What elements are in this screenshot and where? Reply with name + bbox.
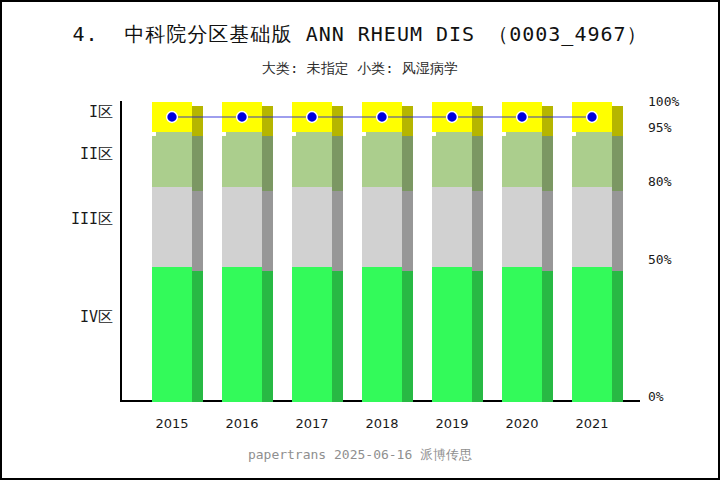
- chart-window: 4. 中科院分区基础版 ANN RHEUM DIS （0003_4967） 大类…: [2, 2, 718, 478]
- segment-corner-notch: [362, 132, 366, 136]
- x-tick-label: 2020: [492, 415, 552, 433]
- bar-segment-shadow-zone-2: [402, 136, 413, 191]
- segment-corner-notch: [222, 132, 226, 136]
- segment-corner-notch: [152, 132, 156, 136]
- x-tick-label: 2018: [352, 415, 412, 433]
- bar-segment-shadow-zone-1: [262, 106, 273, 136]
- bar-segment-shadow-zone-4: [542, 271, 553, 402]
- bar-segment-shadow-zone-3: [542, 191, 553, 271]
- bar-segment-shadow-zone-1: [192, 106, 203, 136]
- bar-segment-shadow-zone-2: [192, 136, 203, 191]
- x-tick-label: 2019: [422, 415, 482, 433]
- chart-subtitle: 大类: 未指定 小类: 风湿病学: [2, 59, 718, 77]
- bar-segment-zone-4: [502, 267, 542, 402]
- y-tick-label: 50%: [648, 252, 708, 268]
- bar-segment-shadow-zone-3: [262, 191, 273, 271]
- bar-segment-zone-3: [362, 187, 402, 267]
- bar-segment-shadow-zone-1: [402, 106, 413, 136]
- bar-segment-zone-3: [292, 187, 332, 267]
- bar-segment-shadow-zone-4: [612, 271, 623, 402]
- segment-corner-notch: [292, 132, 296, 136]
- y-tick-label: 80%: [648, 174, 708, 190]
- bar-segment-zone-3: [502, 187, 542, 267]
- bar-segment-zone-4: [432, 267, 472, 402]
- bar-segment-zone-1: [502, 102, 542, 132]
- x-tick-label: 2015: [142, 415, 202, 433]
- y-tick-label: 100%: [648, 94, 708, 110]
- bar-segment-shadow-zone-3: [472, 191, 483, 271]
- bar-segment-zone-2: [572, 132, 612, 187]
- bar-segment-zone-1: [222, 102, 262, 132]
- bar-segment-zone-1: [292, 102, 332, 132]
- x-tick-label: 2016: [212, 415, 272, 433]
- bar-segment-zone-1: [362, 102, 402, 132]
- bar-segment-shadow-zone-1: [332, 106, 343, 136]
- x-tick-label: 2021: [562, 415, 622, 433]
- segment-corner-notch: [572, 132, 576, 136]
- bar-segment-zone-1: [152, 102, 192, 132]
- y-tick-label: 0%: [648, 389, 708, 405]
- bar-segment-shadow-zone-1: [612, 106, 623, 136]
- bar-segment-zone-2: [362, 132, 402, 187]
- watermark-footer: papertrans 2025-06-16 派博传思: [2, 446, 718, 464]
- y-axis-line: [120, 101, 122, 402]
- bar-segment-shadow-zone-4: [402, 271, 413, 402]
- x-tick-label: 2017: [282, 415, 342, 433]
- zone-label-zone-2: II区: [40, 145, 113, 163]
- bar-segment-shadow-zone-4: [262, 271, 273, 402]
- y-tick-label: 95%: [648, 120, 708, 136]
- bar-segment-zone-3: [432, 187, 472, 267]
- zone-label-zone-1: I区: [40, 103, 113, 121]
- bar-segment-zone-4: [222, 267, 262, 402]
- chart-canvas: { "header": { "title": "4. 中科院分区基础版 ANN …: [0, 0, 720, 480]
- bar-segment-zone-2: [222, 132, 262, 187]
- bar-segment-zone-2: [432, 132, 472, 187]
- bar-segment-zone-2: [292, 132, 332, 187]
- bar-segment-zone-4: [152, 267, 192, 402]
- bar-segment-shadow-zone-4: [332, 271, 343, 402]
- bar-segment-zone-2: [152, 132, 192, 187]
- bar-segment-zone-4: [292, 267, 332, 402]
- bar-segment-zone-3: [152, 187, 192, 267]
- bar-segment-shadow-zone-1: [472, 106, 483, 136]
- bar-segment-zone-4: [362, 267, 402, 402]
- zone-label-zone-4: IV区: [40, 308, 113, 326]
- bar-segment-shadow-zone-1: [542, 106, 553, 136]
- bar-segment-shadow-zone-3: [192, 191, 203, 271]
- chart-title: 4. 中科院分区基础版 ANN RHEUM DIS （0003_4967）: [2, 20, 718, 48]
- bar-segment-shadow-zone-3: [612, 191, 623, 271]
- bar-segment-shadow-zone-4: [472, 271, 483, 402]
- bar-segment-shadow-zone-4: [192, 271, 203, 402]
- bar-segment-shadow-zone-3: [402, 191, 413, 271]
- bar-segment-shadow-zone-3: [332, 191, 343, 271]
- bar-segment-zone-1: [572, 102, 612, 132]
- bar-segment-shadow-zone-2: [262, 136, 273, 191]
- bar-segment-shadow-zone-2: [542, 136, 553, 191]
- bar-segment-zone-2: [502, 132, 542, 187]
- bar-segment-shadow-zone-2: [472, 136, 483, 191]
- bar-segment-zone-3: [572, 187, 612, 267]
- segment-corner-notch: [502, 132, 506, 136]
- bar-segment-zone-4: [572, 267, 612, 402]
- bar-segment-zone-3: [222, 187, 262, 267]
- zone-label-zone-3: III区: [40, 210, 113, 228]
- bar-segment-shadow-zone-2: [612, 136, 623, 191]
- bar-segment-shadow-zone-2: [332, 136, 343, 191]
- bar-segment-zone-1: [432, 102, 472, 132]
- segment-corner-notch: [432, 132, 436, 136]
